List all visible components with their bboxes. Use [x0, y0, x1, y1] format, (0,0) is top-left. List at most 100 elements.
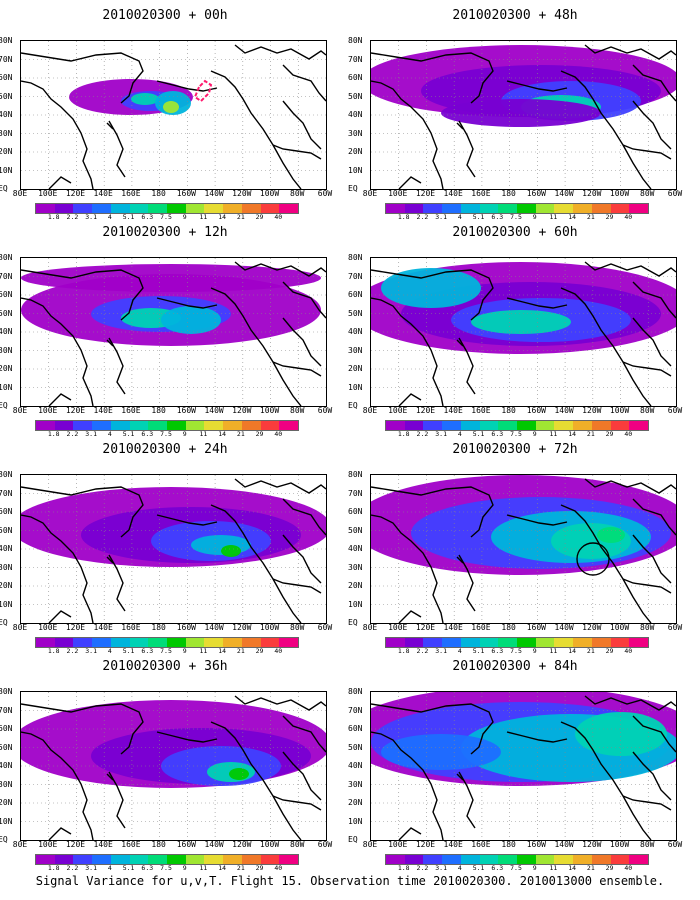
variance-contour	[221, 545, 241, 557]
colorbar-swatch	[110, 855, 130, 864]
colorbar-swatch	[204, 421, 224, 430]
longitude-label: 140E	[443, 623, 463, 632]
longitude-label: 100E	[388, 189, 408, 198]
colorbar-labels: 1.8 2.2 3.1 4 5.1 6.3 7.5 9 11 14 21 29 40	[35, 865, 297, 873]
longitude-label: 160W	[526, 623, 546, 632]
panel-title: 2010020300 + 36h	[102, 659, 228, 674]
map-panel: 2010020300 + 00h 80N 70N 60N 50N 40N 30N 20N 10N…	[0, 8, 332, 221]
colorbar-tick-label: 21	[236, 647, 245, 655]
coastline	[506, 80, 568, 92]
latitude-label: 40N	[0, 110, 13, 119]
colorbar-labels: 1.8 2.2 3.1 4 5.1 6.3 7.5 9 11 14 21 29 40	[385, 648, 647, 656]
colorbar-swatch	[223, 421, 242, 430]
colorbar-tick-label: 2.2	[66, 864, 79, 872]
latitude-label: 20N	[0, 798, 13, 807]
colorbar-swatch	[591, 638, 611, 647]
longitude-label: 80W	[290, 623, 305, 632]
longitude-label: 160E	[121, 189, 141, 198]
longitude-label: 160E	[471, 623, 491, 632]
coastline	[234, 261, 326, 277]
colorbar-swatch	[498, 204, 518, 213]
coastline	[210, 504, 302, 623]
longitude-label: 160W	[526, 189, 546, 198]
latitude-label: 60N	[348, 507, 363, 516]
colorbar-tick-label: 2.2	[66, 213, 79, 221]
coastline	[282, 281, 326, 319]
variance-map-svg	[21, 41, 326, 189]
colorbar-swatch	[241, 855, 261, 864]
longitude-label: 80W	[290, 406, 305, 415]
colorbar-swatch	[36, 855, 55, 864]
colorbar-swatch	[573, 638, 592, 647]
colorbar-labels: 1.8 2.2 3.1 4 5.1 6.3 7.5 9 11 14 21 29 40	[385, 431, 647, 439]
colorbar-tick-label: 11	[199, 864, 208, 872]
colorbar-tick-label: 40	[274, 864, 283, 872]
colorbar-swatch	[36, 638, 55, 647]
variance-contour	[163, 101, 179, 113]
variance-contour	[597, 527, 625, 543]
latitude-label: EQ	[348, 835, 358, 844]
figure-caption: Signal Variance for u,v,T. Flight 15. Ob…	[35, 874, 665, 888]
colorbar-swatch	[386, 638, 405, 647]
colorbar-swatch	[423, 638, 443, 647]
variance-map-svg	[371, 41, 676, 189]
colorbar-swatch	[279, 421, 299, 430]
colorbar-tick-label: 7.5	[510, 864, 522, 872]
latitude-label: 20N	[348, 581, 363, 590]
flight-track	[193, 79, 213, 103]
longitude-label: 120W	[582, 840, 602, 849]
longitude-label: 120W	[232, 406, 252, 415]
longitude-label: 140E	[443, 189, 463, 198]
colorbar-swatch	[460, 638, 480, 647]
colorbar-tick-label: 2.2	[66, 430, 79, 438]
coastline	[282, 64, 326, 102]
latitude-label: 60N	[348, 290, 363, 299]
colorbar-tick-label: 14	[218, 213, 227, 221]
coastline	[560, 287, 652, 406]
longitude-label: 120W	[232, 189, 252, 198]
colorbar-tick-label: 1.8	[47, 647, 60, 655]
colorbar-tick-label: 14	[568, 647, 577, 655]
longitude-label: 180	[501, 623, 516, 632]
colorbar-tick-label: 4	[457, 864, 462, 872]
map-plot	[370, 691, 677, 841]
latitude-label: 10N	[0, 165, 13, 175]
coastline	[398, 827, 422, 840]
latitude-label: EQ	[0, 835, 8, 844]
colorbar-swatch	[185, 204, 205, 213]
map-panel: 2010020300 + 72h 80N 70N 60N 50N 40N 30N 20N 10N…	[348, 442, 682, 655]
colorbar-tick-label: 21	[236, 864, 245, 872]
coastline	[584, 261, 676, 277]
colorbar-swatch	[479, 204, 499, 213]
longitude-label: 100W	[259, 840, 280, 849]
colorbar-tick-label: 9	[182, 864, 187, 872]
coastline	[622, 578, 672, 594]
latitude-label: 80N	[348, 36, 363, 45]
colorbar-tick-label: 29	[255, 213, 264, 221]
variance-contour	[131, 93, 159, 105]
longitude-label: 140W	[554, 406, 574, 415]
colorbar-tick-label: 9	[182, 647, 187, 655]
colorbar-tick-label: 7.5	[160, 647, 172, 655]
longitude-label: 180	[501, 840, 516, 849]
longitude-label: 160E	[471, 406, 491, 415]
coastline	[210, 721, 302, 840]
coastline	[106, 122, 114, 130]
colorbar-swatch	[167, 204, 186, 213]
colorbar-tick-label: 1.8	[397, 213, 410, 221]
coastline	[21, 80, 94, 189]
colorbar-swatch	[460, 204, 480, 213]
coastline	[622, 795, 672, 811]
colorbar-tick-label: 5.1	[472, 430, 485, 438]
colorbar-tick-label: 4	[107, 647, 112, 655]
latitude-label: 10N	[0, 382, 13, 392]
latitude-label: EQ	[348, 184, 358, 193]
colorbar-swatch	[279, 204, 299, 213]
colorbar-tick-label: 7.5	[510, 213, 522, 221]
variance-contour	[161, 306, 221, 334]
colorbar-swatch	[629, 421, 649, 430]
colorbar-swatch	[129, 204, 149, 213]
coastline	[506, 731, 568, 743]
coastline	[458, 120, 476, 178]
panel-title: 2010020300 + 12h	[102, 225, 228, 240]
